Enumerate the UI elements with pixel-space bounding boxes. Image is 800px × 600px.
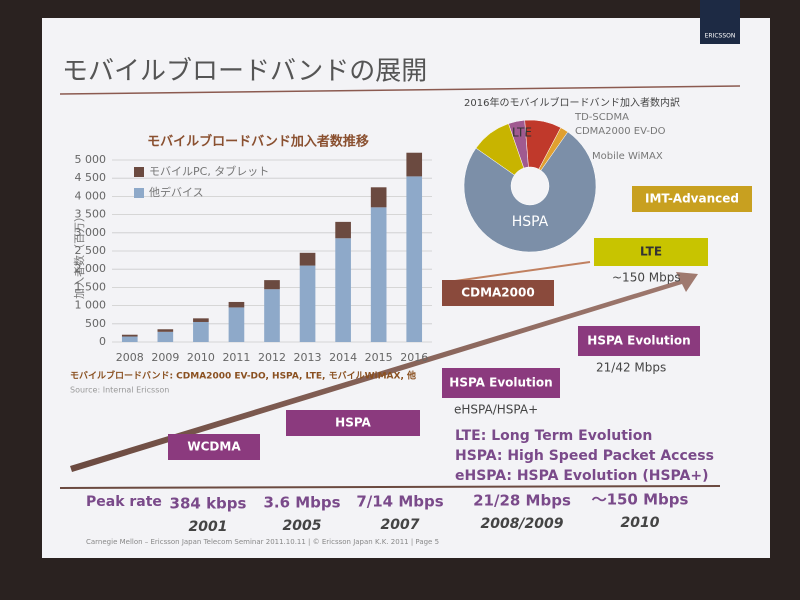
- logo-box: [700, 0, 740, 44]
- bar: [121, 334, 138, 337]
- y-tick-label: 2 500: [75, 244, 107, 257]
- bar: [299, 252, 316, 266]
- tech-label: HSPA Evolution: [587, 334, 690, 348]
- chart-title: 2016年のモバイルブロードバンド加入者数内訳: [464, 96, 680, 109]
- evolution-arrow: [70, 272, 698, 472]
- x-tick-label: 2010: [187, 351, 215, 364]
- chart-source: Source: Internal Ericsson: [70, 386, 169, 395]
- slide: [42, 18, 770, 558]
- abbreviation: LTE: Long Term Evolution: [455, 428, 652, 444]
- peak-year: 2005: [283, 518, 322, 534]
- footer: Carnegie Mellon – Ericsson Japan Telecom…: [86, 538, 439, 546]
- tech-label: HSPA Evolution: [449, 376, 552, 390]
- peak-rate: 7/14 Mbps: [356, 493, 443, 511]
- x-tick-label: 2015: [365, 351, 393, 364]
- abbreviation: eHSPA: HSPA Evolution (HSPA+): [455, 468, 708, 484]
- tech-box: [442, 280, 554, 306]
- legend-label: 他デバイス: [149, 185, 204, 199]
- x-tick-label: 2012: [258, 351, 286, 364]
- y-tick-label: 4 500: [75, 171, 107, 184]
- title-rule: [59, 85, 741, 95]
- pie-slice: [463, 131, 597, 253]
- tech-box: [442, 368, 560, 398]
- bar: [193, 318, 209, 322]
- bar: [121, 336, 138, 342]
- tech-sub: eHSPA/HSPA+: [454, 403, 538, 417]
- peak-label: Peak rate: [86, 494, 162, 510]
- peak-year: 2008/2009: [480, 516, 563, 532]
- y-tick-label: 4 000: [75, 189, 107, 202]
- bar: [335, 221, 351, 239]
- tech-box: [168, 434, 260, 460]
- tech-label: WCDMA: [187, 440, 241, 454]
- tech-sub: ~150 Mbps: [612, 271, 681, 285]
- tech-box: [594, 238, 708, 266]
- bar: [193, 321, 209, 342]
- cdma-arrow: [447, 261, 591, 283]
- pie-label: TD-SCDMA: [574, 112, 629, 123]
- bar: [157, 329, 174, 332]
- bar: [370, 207, 387, 342]
- x-tick-label: 2011: [222, 351, 250, 364]
- peak-year: 2001: [189, 519, 228, 535]
- peak-rate: 3.6 Mbps: [263, 494, 340, 512]
- bar: [264, 289, 280, 342]
- tech-label: LTE: [640, 245, 662, 259]
- bar: [406, 152, 423, 177]
- bar: [335, 238, 351, 342]
- tech-label: IMT-Advanced: [645, 192, 739, 206]
- tech-box: [578, 326, 700, 356]
- bar: [406, 176, 423, 342]
- tech-label: HSPA: [335, 416, 371, 430]
- y-axis-label: 加入者数（百万）: [73, 211, 86, 299]
- y-tick-label: 0: [99, 335, 106, 348]
- tech-sub: 21/42 Mbps: [596, 361, 666, 375]
- x-tick-label: 2013: [294, 351, 322, 364]
- legend-swatch: [134, 188, 144, 198]
- abbreviation: HSPA: High Speed Packet Access: [455, 448, 714, 464]
- y-tick-label: 3 000: [75, 226, 107, 239]
- peak-rate: ～150 Mbps: [592, 491, 689, 509]
- legend-swatch: [134, 167, 144, 177]
- y-tick-label: 500: [85, 317, 106, 330]
- peak-rate: 384 kbps: [170, 495, 247, 513]
- chart-note: モバイルブロードバンド: CDMA2000 EV-DO, HSPA, LTE, …: [70, 370, 416, 382]
- y-tick-label: 5 000: [75, 153, 107, 166]
- y-tick-label: 1 000: [75, 299, 107, 312]
- slide-title: モバイルブロードバンドの展開: [62, 57, 427, 87]
- pie-label: CDMA2000 EV-DO: [575, 126, 666, 137]
- y-tick-label: 1 500: [75, 280, 107, 293]
- legend-label: モバイルPC, タブレット: [149, 164, 269, 178]
- tech-label: CDMA2000: [461, 286, 534, 300]
- peak-rate: 21/28 Mbps: [473, 492, 571, 510]
- y-tick-label: 2 000: [75, 262, 107, 275]
- pie-label: Mobile WiMAX: [592, 151, 663, 162]
- bar: [228, 301, 245, 308]
- bar: [157, 331, 174, 342]
- peak-year: 2010: [621, 515, 660, 531]
- x-tick-label: 2008: [116, 351, 144, 364]
- pie-label: HSPA: [512, 214, 549, 230]
- chart-title: モバイルブロードバンド加入者数推移: [147, 134, 369, 150]
- bar: [228, 307, 245, 342]
- x-tick-label: 2009: [151, 351, 179, 364]
- peak-year: 2007: [381, 517, 420, 533]
- pie-label: LTE: [512, 126, 532, 140]
- bar: [299, 265, 316, 342]
- tech-box: [632, 186, 752, 212]
- bar: [370, 187, 387, 208]
- bar: [264, 280, 280, 290]
- x-tick-label: 2014: [329, 351, 357, 364]
- x-tick-label: 2016: [400, 351, 428, 364]
- logo: ERICSSON: [705, 33, 736, 40]
- peak-rule: [59, 485, 721, 489]
- tech-box: [286, 410, 420, 436]
- y-tick-label: 3 500: [75, 208, 107, 221]
